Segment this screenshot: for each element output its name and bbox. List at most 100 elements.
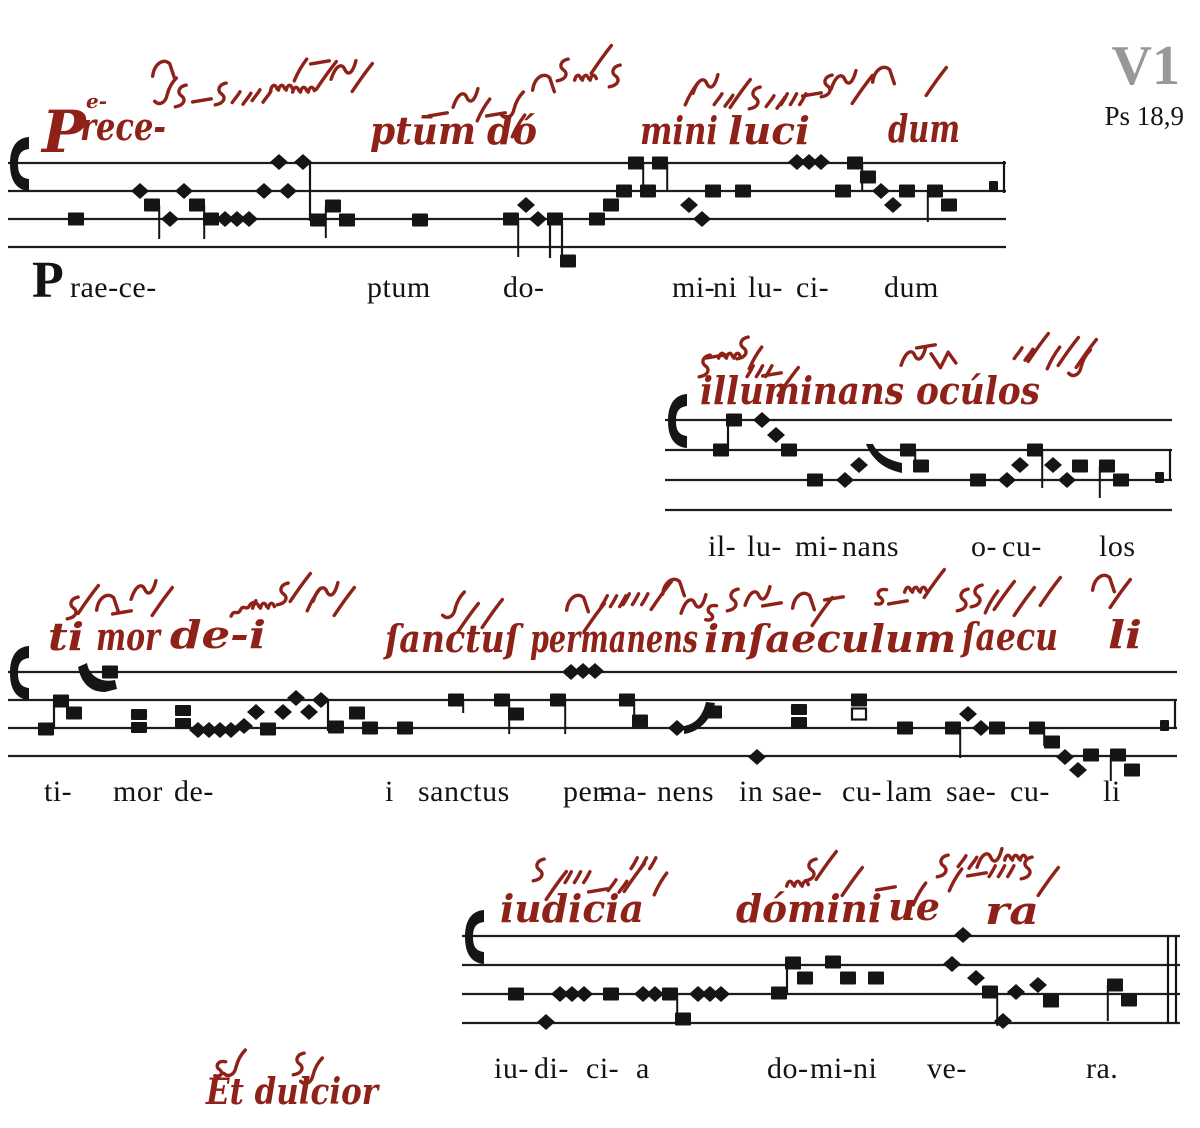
lyric-syllable: di-: [534, 1052, 569, 1085]
note-diamond: [312, 692, 330, 708]
note-square: [807, 473, 823, 487]
rubric-word: permanens: [530, 616, 698, 661]
neume-icon: [1012, 585, 1037, 618]
neume-icon: [268, 83, 295, 92]
neume-icon: [803, 857, 818, 883]
note-square: [706, 705, 722, 719]
neume-icon: [649, 579, 674, 612]
neume-icon: [814, 849, 839, 882]
note-diamond: [972, 720, 990, 736]
lyric-syllable: lam: [886, 775, 933, 808]
neume-icon: [221, 1048, 248, 1078]
c-clef-icon: [465, 910, 484, 964]
note-square: [175, 718, 191, 729]
neume-icon: [586, 887, 609, 894]
neume-icon: [298, 1056, 325, 1086]
neume-icon: [607, 63, 622, 89]
neume-icon: [922, 567, 947, 600]
note-diamond: [189, 722, 207, 738]
note-diamond: [1029, 977, 1047, 993]
note-square: [508, 987, 524, 1001]
neume-icon: [572, 73, 599, 82]
note-square: [868, 971, 884, 985]
note-diamond: [1044, 457, 1062, 473]
neume-icon: [599, 594, 628, 609]
neume-icon: [660, 577, 687, 598]
note-square: [970, 473, 986, 487]
note-square: [1044, 735, 1060, 749]
note-diamond: [748, 749, 766, 765]
note-square: [397, 721, 413, 735]
note-square: [913, 459, 929, 473]
note-diamond: [1058, 472, 1076, 488]
neume-icon: [484, 111, 507, 118]
rubric-word: ſanctuſ: [382, 616, 524, 661]
rubric-word: luci: [728, 108, 810, 153]
neume-icon: [350, 61, 375, 94]
neume-icon: [969, 583, 984, 609]
note-square: [325, 199, 341, 213]
note-diamond: [300, 704, 318, 720]
lyric-syllable: ra.: [1086, 1052, 1118, 1085]
note-diamond: [279, 183, 297, 199]
note-diamond: [959, 706, 977, 722]
note-square: [1099, 459, 1115, 473]
next-verse-incipit: Et dulcior: [205, 1048, 381, 1113]
lyric-syllable: i: [385, 775, 394, 808]
rubric-word: iudicia: [500, 886, 644, 931]
note-square: [412, 213, 428, 227]
neume-icon: [564, 593, 591, 614]
neume-icon: [965, 871, 988, 878]
note-diamond: [211, 722, 229, 738]
note-square: [589, 212, 605, 226]
neume-icon: [589, 43, 614, 76]
lyric-syllable: mi-: [810, 1052, 853, 1085]
custos-icon: [1155, 472, 1164, 483]
lyric-syllable: cu-: [842, 775, 882, 808]
neume-icon: [65, 595, 80, 621]
lyric-syllable: il-: [708, 530, 736, 563]
note-square: [1072, 459, 1088, 473]
neume-icon: [314, 59, 339, 92]
neume-icon: [329, 58, 358, 81]
lyric-syllable: nans: [842, 530, 899, 563]
note-diamond: [1069, 762, 1087, 778]
rubric-word: inſaeculum: [704, 616, 956, 661]
note-square: [560, 254, 576, 268]
note-square: [53, 694, 69, 708]
note-diamond: [240, 211, 258, 227]
neume-icon: [735, 335, 750, 361]
note-square: [131, 722, 147, 733]
neume-icon: [288, 571, 313, 604]
neume-icon: [629, 856, 658, 871]
note-square: [900, 443, 916, 457]
note-diamond: [563, 986, 581, 1002]
lyric-syllable: ci-: [586, 1052, 619, 1085]
neume-icon: [213, 81, 228, 107]
note-diamond: [967, 970, 985, 986]
rubric-word: dómini: [736, 886, 882, 931]
note-square: [1027, 443, 1043, 457]
note-square: [175, 705, 191, 716]
lyric-syllable: o-: [971, 530, 997, 563]
neume-icon: [292, 57, 309, 83]
note-diamond: [131, 183, 149, 199]
rubric-word: ſaecu: [960, 614, 1058, 659]
note-square: [982, 985, 998, 999]
neume-icon: [110, 609, 133, 616]
note-diamond: [529, 211, 547, 227]
note-square: [131, 709, 147, 720]
lyric-syllable: in: [739, 775, 763, 808]
neume-icon: [332, 585, 357, 618]
neume-icon: [716, 351, 743, 360]
note-square: [1113, 473, 1129, 487]
neume-icon: [704, 603, 719, 622]
note-diamond: [646, 986, 664, 1002]
note-square: [189, 198, 205, 212]
note-diamond: [1056, 749, 1074, 765]
note-square: [835, 184, 851, 198]
note-square: [735, 184, 751, 198]
system-4: iudicia dómini ue ra iu-di-ci-a do-mi-ni ve-ra…: [462, 846, 1180, 1085]
rubric-word: mor: [96, 614, 162, 659]
neume-icon: [213, 1059, 228, 1078]
